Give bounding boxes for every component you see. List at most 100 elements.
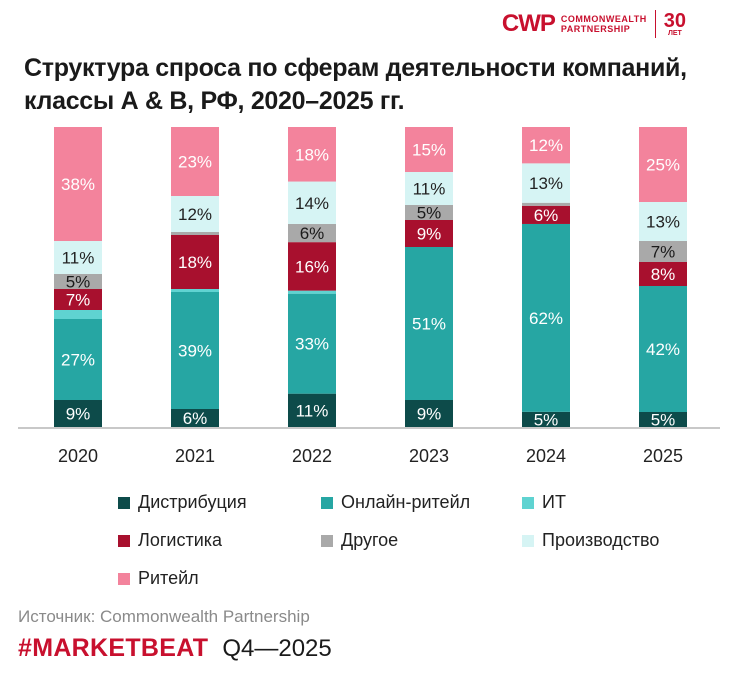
data-label-online_retail-2022: 33% bbox=[295, 335, 329, 354]
bar-segment-retail-2021 bbox=[171, 127, 219, 196]
logo-line-1: COMMONWEALTH bbox=[560, 14, 647, 24]
legend-label-distribution: Дистрибуция bbox=[138, 492, 247, 512]
bar-segment-online_retail-2021 bbox=[171, 292, 219, 409]
bar-segment-distribution-2023 bbox=[405, 400, 453, 427]
data-label-online_retail-2021: 39% bbox=[178, 342, 212, 361]
bar-segment-retail-2024 bbox=[522, 127, 570, 164]
bar-segment-other-2021 bbox=[171, 232, 219, 235]
bar-segment-retail-2020 bbox=[54, 127, 102, 241]
bar-segment-production-2023 bbox=[405, 172, 453, 205]
bar-segment-online_retail-2024 bbox=[522, 223, 570, 412]
legend-item-production: Производство bbox=[522, 530, 659, 551]
data-label-online_retail-2020: 27% bbox=[61, 351, 95, 370]
data-label-distribution-2024: 5% bbox=[534, 410, 559, 429]
x-tick-label-2023: 2023 bbox=[409, 446, 449, 466]
bar-segment-production-2021 bbox=[171, 196, 219, 232]
data-label-other-2025: 7% bbox=[651, 243, 676, 262]
bar-segment-online_retail-2025 bbox=[639, 286, 687, 412]
x-tick-label-2022: 2022 bbox=[292, 446, 332, 466]
bar-segment-it-2021 bbox=[171, 289, 219, 292]
bar-segment-other-2024 bbox=[522, 202, 570, 206]
legend-swatch-logistics bbox=[118, 534, 130, 547]
data-label-logistics-2021: 18% bbox=[178, 253, 212, 272]
legend-item-retail: Ритейл bbox=[118, 568, 199, 589]
company-logo: CWP COMMONWEALTH PARTNERSHIP 30 ЛЕТ bbox=[502, 10, 686, 38]
bar-segment-online_retail-2020 bbox=[54, 319, 102, 400]
bar-segment-distribution-2021 bbox=[171, 409, 219, 427]
legend-label-logistics: Логистика bbox=[138, 530, 223, 550]
logo-line-2: PARTNERSHIP bbox=[560, 24, 631, 34]
bar-segment-distribution-2020 bbox=[54, 400, 102, 427]
legend-swatch-retail bbox=[118, 572, 130, 585]
data-label-logistics-2020: 7% bbox=[66, 291, 91, 310]
bar-segment-logistics-2023 bbox=[405, 220, 453, 247]
bar-segment-other-2022 bbox=[288, 223, 336, 243]
data-label-other-2023: 5% bbox=[417, 204, 442, 223]
logo-divider bbox=[654, 10, 656, 38]
data-label-retail-2025: 25% bbox=[646, 156, 680, 175]
data-label-online_retail-2025: 42% bbox=[646, 340, 680, 359]
anniversary-badge: 30 ЛЕТ bbox=[663, 9, 686, 37]
data-label-retail-2021: 23% bbox=[178, 153, 212, 172]
legend-label-other: Другое bbox=[341, 530, 399, 550]
bar-segment-production-2024 bbox=[522, 163, 570, 203]
legend-swatch-other bbox=[321, 534, 333, 547]
bar-segment-retail-2025 bbox=[639, 127, 687, 202]
bar-segment-logistics-2025 bbox=[639, 262, 687, 286]
x-tick-label-2025: 2025 bbox=[643, 446, 683, 466]
legend-item-it: ИТ bbox=[522, 492, 566, 513]
bar-segment-logistics-2024 bbox=[522, 205, 570, 224]
data-label-production-2024: 13% bbox=[529, 174, 563, 193]
data-label-distribution-2021: 6% bbox=[183, 409, 208, 428]
logo-wordmark: COMMONWEALTH PARTNERSHIP bbox=[561, 14, 647, 34]
data-label-logistics-2024: 6% bbox=[534, 206, 559, 225]
bar-segment-it-2020 bbox=[54, 310, 102, 319]
anniversary-number: 30 bbox=[663, 9, 686, 32]
x-tick-label-2020: 2020 bbox=[58, 446, 98, 466]
data-label-online_retail-2023: 51% bbox=[412, 315, 446, 334]
data-label-logistics-2022: 16% bbox=[295, 257, 329, 276]
legend-item-distribution: Дистрибуция bbox=[118, 492, 247, 513]
legend-swatch-distribution bbox=[118, 496, 130, 509]
chart-title: Структура спроса по сферам деятельности … bbox=[24, 54, 687, 115]
data-label-distribution-2020: 9% bbox=[66, 405, 91, 424]
bar-segment-distribution-2022 bbox=[288, 393, 336, 427]
data-label-production-2025: 13% bbox=[646, 213, 680, 232]
data-label-production-2023: 11% bbox=[413, 180, 446, 199]
data-label-other-2020: 5% bbox=[66, 273, 91, 292]
bar-segment-it-2022 bbox=[288, 290, 336, 294]
bar-segment-production-2022 bbox=[288, 181, 336, 224]
marketbeat-brand: #MARKETBEAT bbox=[18, 634, 209, 662]
bar-segment-logistics-2021 bbox=[171, 235, 219, 289]
bar-segment-production-2025 bbox=[639, 202, 687, 241]
data-label-distribution-2022: 11% bbox=[296, 401, 329, 420]
source-note: Источник: Commonwealth Partnership bbox=[18, 607, 310, 626]
data-label-logistics-2023: 9% bbox=[417, 225, 442, 244]
data-label-logistics-2025: 8% bbox=[651, 265, 676, 284]
data-label-retail-2022: 18% bbox=[295, 145, 329, 164]
bar-segment-retail-2022 bbox=[288, 127, 336, 182]
bar-segment-production-2020 bbox=[54, 241, 102, 274]
bar-segment-retail-2023 bbox=[405, 127, 453, 172]
bar-segment-other-2020 bbox=[54, 274, 102, 289]
legend-item-logistics: Логистика bbox=[118, 530, 222, 551]
legend-swatch-online_retail bbox=[321, 496, 333, 509]
report-period: Q4—2025 bbox=[222, 635, 332, 662]
data-label-retail-2024: 12% bbox=[529, 136, 563, 155]
data-label-production-2020: 11% bbox=[62, 249, 95, 268]
legend-swatch-it bbox=[522, 496, 534, 509]
legend-label-online_retail: Онлайн-ритейл bbox=[341, 492, 471, 512]
data-label-online_retail-2024: 62% bbox=[529, 309, 563, 328]
x-tick-label-2024: 2024 bbox=[526, 446, 566, 466]
bar-segment-online_retail-2022 bbox=[288, 293, 336, 394]
bar-segment-logistics-2022 bbox=[288, 242, 336, 291]
data-label-distribution-2025: 5% bbox=[651, 411, 676, 430]
data-label-production-2022: 14% bbox=[295, 194, 329, 213]
data-label-production-2021: 12% bbox=[178, 205, 212, 224]
legend-item-online_retail: Онлайн-ритейл bbox=[321, 492, 470, 513]
bar-segment-distribution-2025 bbox=[639, 412, 687, 427]
legend-label-it: ИТ bbox=[542, 492, 566, 512]
data-label-retail-2023: 15% bbox=[412, 141, 446, 160]
legend-label-production: Производство bbox=[542, 530, 660, 550]
bar-segment-online_retail-2023 bbox=[405, 247, 453, 400]
